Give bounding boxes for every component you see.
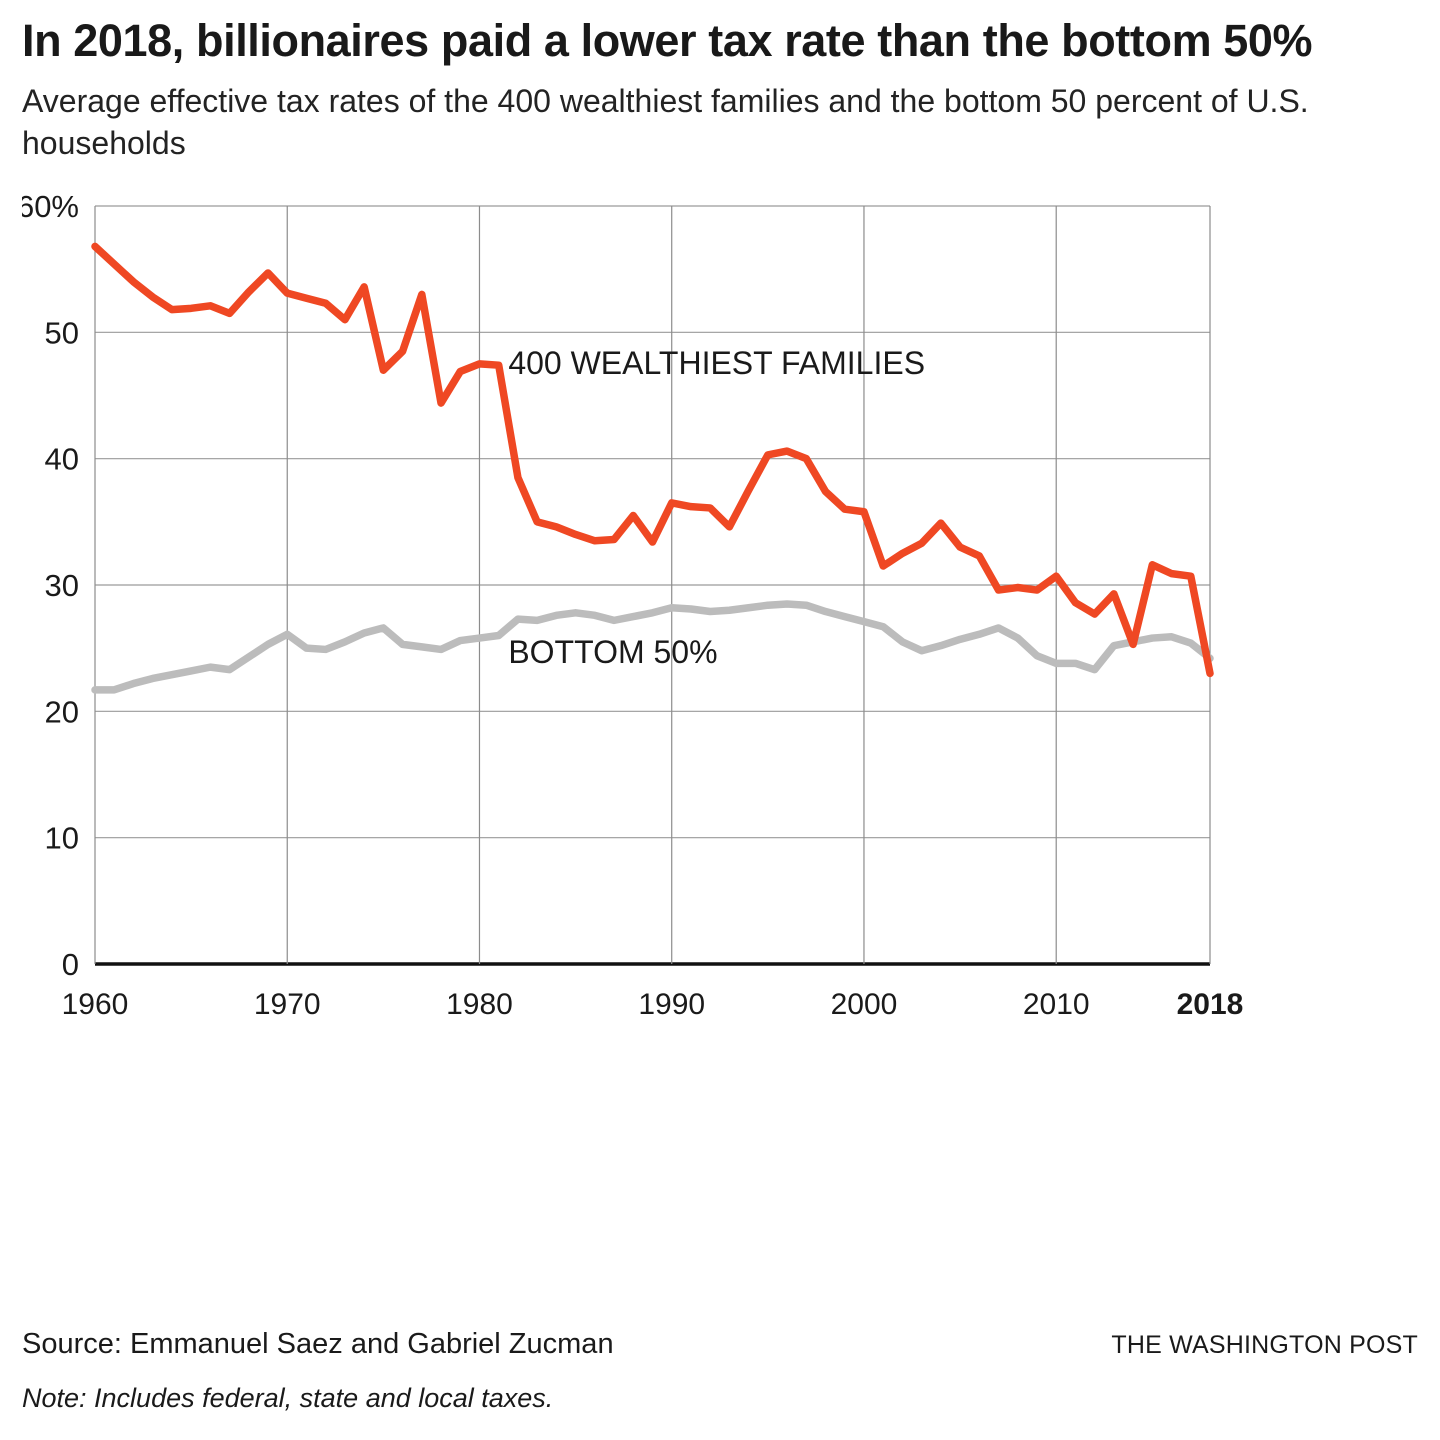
y-axis-tick-label: 30 [45, 568, 79, 603]
y-axis-tick-label: 20 [45, 695, 79, 730]
source-label: Source: Emmanuel Saez and Gabriel Zucman [22, 1328, 614, 1360]
x-axis-tick-label: 2018 [1177, 988, 1244, 1021]
x-axis-tick-label: 1970 [254, 988, 321, 1021]
x-axis-tick-label: 1980 [446, 988, 513, 1021]
series-line-bottom-50 [91, 600, 1214, 694]
y-axis-tick-label: 50 [45, 316, 79, 351]
series-annotation: 400 WEALTHIEST FAMILIES [508, 345, 925, 381]
series-annotation: BOTTOM 50% [508, 635, 717, 671]
x-axis-tick-label: 1990 [638, 988, 705, 1021]
x-axis-tick-label: 1960 [62, 988, 129, 1021]
line-chart: 0 10 20 30 40 50 60% 1960 1970 1980 1990 2000 2010 20… [22, 184, 1418, 1084]
chart-svg: 0 10 20 30 40 50 60% 1960 1970 1980 1990 2000 2010 20… [22, 189, 1244, 1021]
y-axis-tick-label: 60% [22, 189, 79, 224]
x-axis-tick-label: 2000 [831, 988, 898, 1021]
page-subtitle: Average effective tax rates of the 400 w… [22, 83, 1309, 161]
chart-footer: Source: Emmanuel Saez and Gabriel Zucman… [22, 1328, 1418, 1414]
x-axis-tick-label: 2010 [1023, 988, 1090, 1021]
series-line-400-wealthiest-families [91, 242, 1214, 678]
credit-label: THE WASHINGTON POST [1111, 1331, 1418, 1359]
y-axis-tick-label: 40 [45, 442, 79, 477]
y-axis-tick-label: 0 [62, 947, 79, 982]
page-title: In 2018, billionaires paid a lower tax r… [22, 15, 1313, 66]
note-label: Note: Includes federal, state and local … [22, 1383, 554, 1413]
y-axis-tick-label: 10 [45, 821, 79, 856]
